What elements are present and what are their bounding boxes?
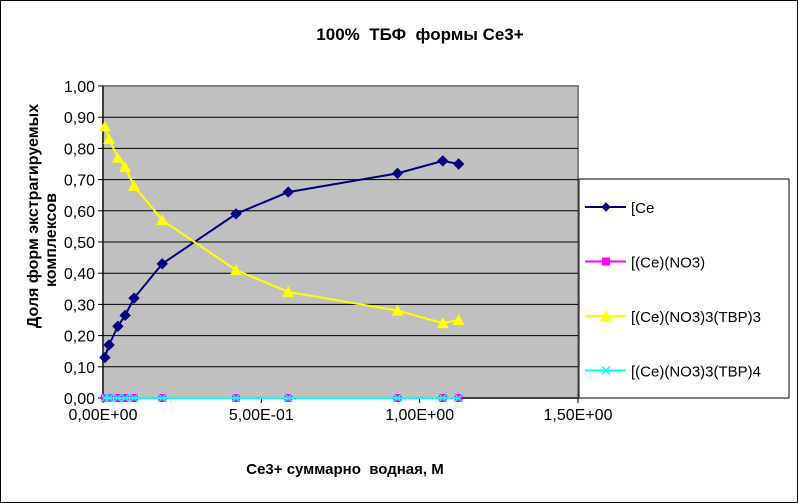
data-point [129, 393, 139, 403]
x-stroke [129, 393, 139, 403]
data-point [454, 393, 464, 403]
y-tick-label: 0,60 [64, 204, 95, 221]
data-point [436, 317, 449, 329]
y-tick-label: 0,40 [64, 266, 95, 283]
data-point [156, 214, 169, 226]
x-stroke [120, 393, 130, 403]
x-stroke [100, 393, 110, 403]
data-point [437, 155, 449, 167]
data-point [103, 133, 116, 145]
data-point [112, 320, 124, 332]
y-tick-label: 0,00 [64, 391, 95, 408]
y-tick-label: 0,30 [64, 297, 95, 314]
data-point [120, 393, 130, 403]
data-point [283, 393, 293, 403]
data-point [119, 309, 131, 322]
legend-marker [600, 310, 612, 321]
y-axis-label-line2: комплексов [43, 193, 60, 287]
x-axis-label: Ce3+ суммарно водная, М [246, 461, 443, 478]
x-stroke [392, 393, 403, 403]
x-tick-label: 5,00E-01 [229, 407, 294, 424]
x-tick-label: 1,50E+00 [544, 407, 613, 424]
legend-item: [(Ce)(NO3) [585, 255, 705, 272]
data-point [119, 161, 132, 173]
legend: [Ce [(Ce)(NO3) [(Ce)(NO3)3(TBP)3 [(Ce)(NO3)… [578, 178, 790, 399]
x-tick-label: 0,00E+00 [69, 407, 138, 424]
x-stroke [283, 393, 293, 403]
legend-label: [(Ce)(NO3) [631, 255, 705, 272]
x-stroke [104, 393, 114, 403]
legend-marker [601, 202, 611, 212]
legend-item: [(Ce)(NO3)3(TBP)3 [585, 309, 761, 326]
data-point [98, 120, 111, 132]
data-point [113, 393, 123, 403]
data-point [230, 264, 242, 276]
y-tick-label: 0,80 [64, 141, 95, 158]
y-tick-label: 0,20 [64, 329, 95, 346]
y-tick-label: 0,70 [64, 173, 95, 190]
data-point [282, 186, 294, 198]
data-point [392, 393, 403, 403]
legend-label: [(Ce)(NO3)3(TBP)3 [631, 309, 761, 326]
y-axis-label-line1: Доля форм экстрагируемых [25, 104, 42, 328]
y-tick-label: 0,90 [64, 110, 95, 127]
x-stroke [438, 393, 448, 403]
legend-marker [601, 365, 611, 376]
data-point [391, 304, 404, 316]
data-point [231, 393, 241, 403]
data-point [128, 179, 141, 191]
legend-item: [Ce [585, 200, 654, 217]
data-point [104, 393, 114, 403]
data-point [111, 151, 124, 163]
data-point [230, 208, 242, 220]
data-point [438, 393, 448, 403]
x-stroke [113, 393, 123, 403]
data-point [156, 258, 168, 270]
data-point [157, 393, 167, 403]
data-point [452, 158, 465, 170]
data-point [391, 167, 404, 180]
data-point [103, 339, 115, 351]
data-point [282, 285, 295, 297]
legend-box [578, 178, 790, 399]
x-stroke [157, 393, 167, 403]
legend-item: [(Ce)(NO3)3(TBP)4 [585, 364, 761, 381]
y-tick-label: 1,00 [64, 79, 95, 96]
x-tick-label: 1,00E+00 [385, 407, 454, 424]
y-tick-label: 0,50 [64, 235, 95, 252]
data-point [128, 292, 140, 304]
data-point [99, 351, 111, 364]
x-stroke [454, 393, 464, 403]
x-stroke [231, 393, 241, 403]
data-point [100, 393, 110, 403]
data-point [452, 314, 465, 325]
legend-label: [(Ce)(NO3)3(TBP)4 [631, 364, 761, 381]
legend-marker [602, 257, 610, 266]
chart-title: 100% ТБФ формы Ce3+ [316, 25, 523, 44]
y-tick-label: 0,10 [64, 360, 95, 377]
legend-label: [Ce [631, 200, 654, 217]
x-stroke [601, 365, 611, 376]
